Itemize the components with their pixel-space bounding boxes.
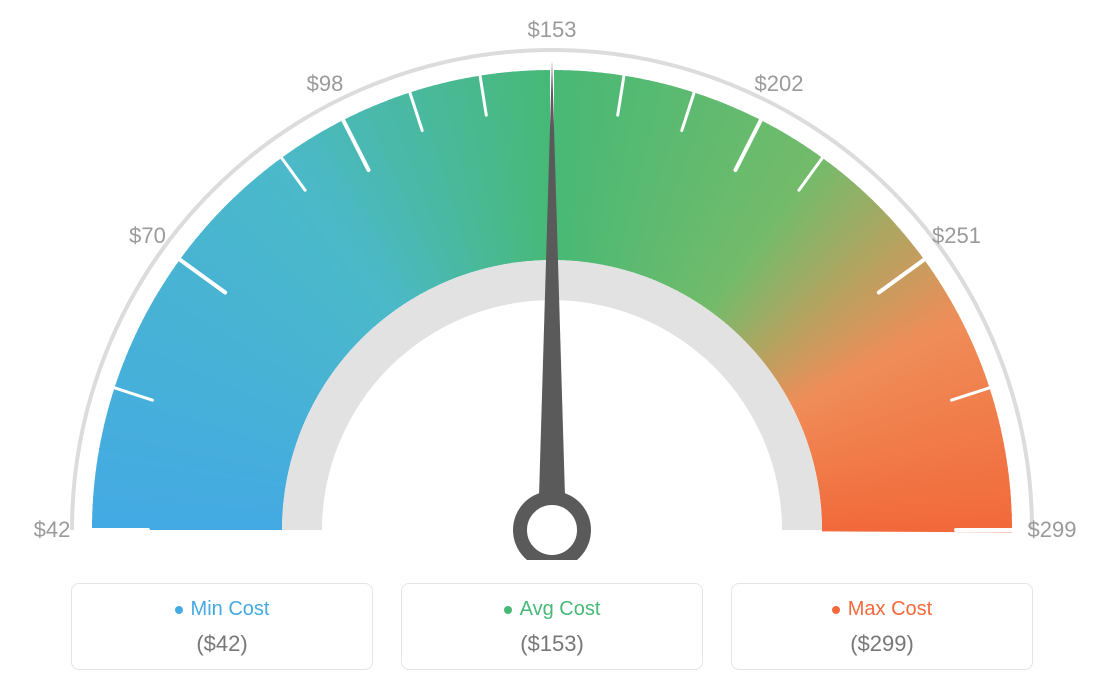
cost-gauge-widget: $42 $70 $98 $153 $202 $251 $299 Min Cost ($42)…	[0, 0, 1104, 690]
legend-card-max: Max Cost ($299)	[731, 583, 1033, 670]
legend-label-avg: Avg Cost	[520, 598, 601, 621]
legend-title-max: Max Cost	[832, 598, 932, 621]
gauge-tick-label: $153	[528, 17, 577, 43]
gauge-tick-label: $202	[755, 71, 804, 97]
legend-label-max: Max Cost	[848, 598, 932, 621]
legend-title-min: Min Cost	[175, 598, 270, 621]
legend-label-min: Min Cost	[191, 598, 270, 621]
legend-row: Min Cost ($42) Avg Cost ($153) Max Cost …	[0, 583, 1104, 670]
gauge-tick-label: $251	[932, 223, 981, 249]
legend-dot-min	[175, 606, 183, 614]
legend-value-min: ($42)	[72, 631, 372, 657]
legend-card-avg: Avg Cost ($153)	[401, 583, 703, 670]
legend-dot-max	[832, 606, 840, 614]
gauge-tick-label: $70	[129, 223, 166, 249]
legend-value-avg: ($153)	[402, 631, 702, 657]
legend-title-avg: Avg Cost	[504, 598, 601, 621]
legend-card-min: Min Cost ($42)	[71, 583, 373, 670]
gauge-tick-label: $299	[1028, 517, 1077, 543]
gauge-svg	[0, 0, 1104, 560]
gauge-tick-label: $98	[307, 71, 344, 97]
gauge-tick-label: $42	[34, 517, 71, 543]
legend-value-max: ($299)	[732, 631, 1032, 657]
legend-dot-avg	[504, 606, 512, 614]
gauge-chart: $42 $70 $98 $153 $202 $251 $299	[0, 0, 1104, 560]
